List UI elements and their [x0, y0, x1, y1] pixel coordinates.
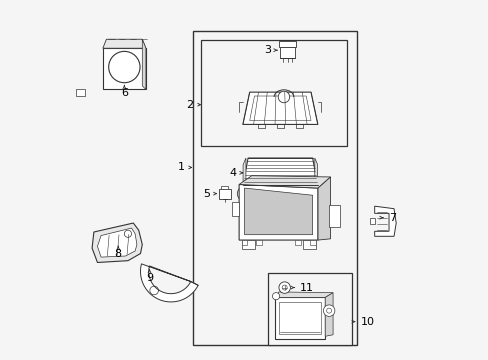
Circle shape [278, 91, 289, 103]
Polygon shape [241, 240, 247, 246]
Polygon shape [231, 202, 239, 216]
Circle shape [272, 293, 279, 300]
Polygon shape [328, 205, 339, 226]
Text: 3: 3 [264, 45, 276, 55]
Polygon shape [239, 176, 330, 188]
Polygon shape [46, 89, 54, 96]
Text: 6: 6 [121, 85, 127, 98]
Polygon shape [267, 273, 351, 345]
Text: 10: 10 [351, 317, 374, 327]
Circle shape [124, 230, 131, 237]
Polygon shape [280, 46, 294, 58]
Polygon shape [102, 39, 145, 48]
Polygon shape [243, 158, 245, 185]
Polygon shape [295, 240, 301, 246]
Text: 5: 5 [203, 189, 216, 199]
Polygon shape [97, 228, 137, 257]
Polygon shape [374, 206, 395, 236]
Polygon shape [274, 297, 325, 339]
Polygon shape [309, 240, 315, 246]
Polygon shape [317, 177, 330, 240]
Polygon shape [302, 240, 315, 249]
Text: 8: 8 [115, 246, 122, 259]
Circle shape [282, 285, 286, 290]
Text: 2: 2 [186, 100, 200, 110]
Polygon shape [314, 158, 317, 185]
Polygon shape [274, 292, 332, 297]
Polygon shape [369, 219, 374, 224]
Text: 4: 4 [229, 168, 242, 178]
Polygon shape [219, 189, 230, 199]
Circle shape [237, 186, 251, 201]
Polygon shape [192, 31, 357, 345]
Polygon shape [244, 188, 312, 235]
Text: 1: 1 [178, 162, 191, 172]
Circle shape [108, 51, 140, 83]
Text: 11: 11 [290, 283, 314, 293]
Polygon shape [278, 41, 296, 46]
Polygon shape [140, 264, 198, 302]
Text: 7: 7 [379, 213, 395, 222]
Polygon shape [243, 92, 317, 125]
Polygon shape [221, 186, 228, 189]
Polygon shape [76, 89, 84, 96]
Polygon shape [255, 240, 261, 246]
Polygon shape [243, 158, 317, 185]
Circle shape [323, 305, 334, 316]
Polygon shape [92, 223, 142, 262]
Text: 9: 9 [145, 270, 153, 283]
Circle shape [241, 190, 247, 197]
Polygon shape [102, 48, 145, 89]
Circle shape [278, 282, 290, 293]
Polygon shape [325, 293, 332, 336]
Circle shape [326, 308, 331, 313]
Polygon shape [239, 184, 317, 240]
Polygon shape [241, 240, 254, 249]
Polygon shape [201, 40, 346, 146]
Polygon shape [142, 39, 145, 89]
